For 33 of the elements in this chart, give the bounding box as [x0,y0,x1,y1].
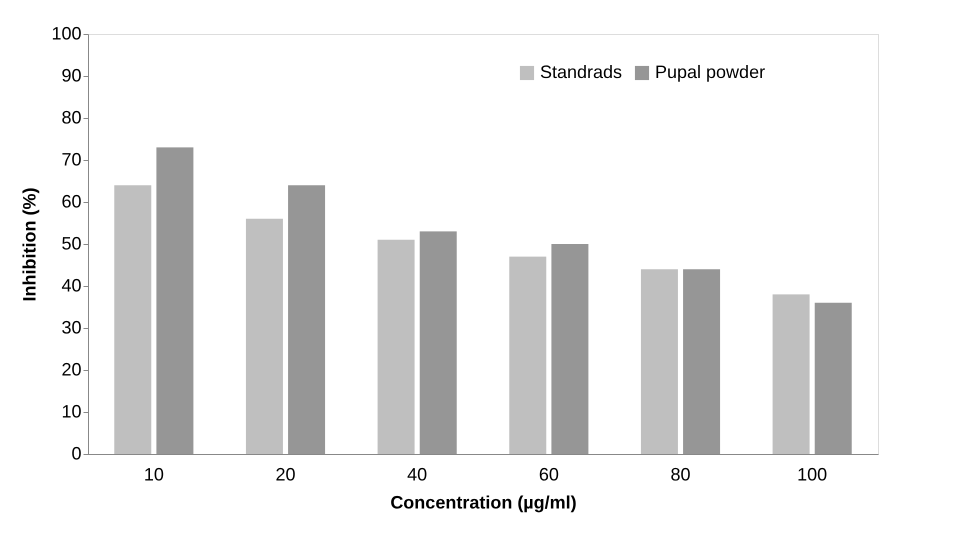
bar [640,269,678,454]
bar [288,185,326,454]
y-tick-label: 50 [61,234,82,254]
bar [114,185,152,454]
x-tick-label: 20 [275,464,296,484]
bar [509,256,546,454]
x-tick-label: 100 [797,464,828,484]
bar [156,147,194,454]
bar [814,302,852,454]
bar [378,240,415,454]
bar [420,231,457,454]
bar [551,244,588,454]
y-tick-label: 80 [61,108,82,128]
y-tick-label: 30 [61,318,82,338]
x-tick-label: 40 [407,464,428,484]
x-tick-label: 10 [144,464,164,484]
x-tick-label: 60 [538,464,559,484]
x-axis-title: Concentration (µg/ml) [390,492,577,512]
y-tick-label: 0 [71,444,82,464]
y-tick-label: 70 [61,150,82,170]
y-tick-label: 10 [61,402,82,422]
y-tick-label: 40 [61,276,82,296]
x-tick-label: 80 [670,464,691,484]
y-tick-label: 90 [61,66,82,86]
bar [246,218,283,454]
bar [772,294,810,454]
y-tick-label: 60 [61,192,82,212]
legend-label: Standrads [540,62,622,82]
y-tick-label: 100 [51,24,82,44]
legend-label: Pupal powder [655,62,766,82]
y-axis-title: Inhibition (%) [19,188,40,302]
bar [683,269,720,454]
y-tick-label: 20 [61,360,82,380]
